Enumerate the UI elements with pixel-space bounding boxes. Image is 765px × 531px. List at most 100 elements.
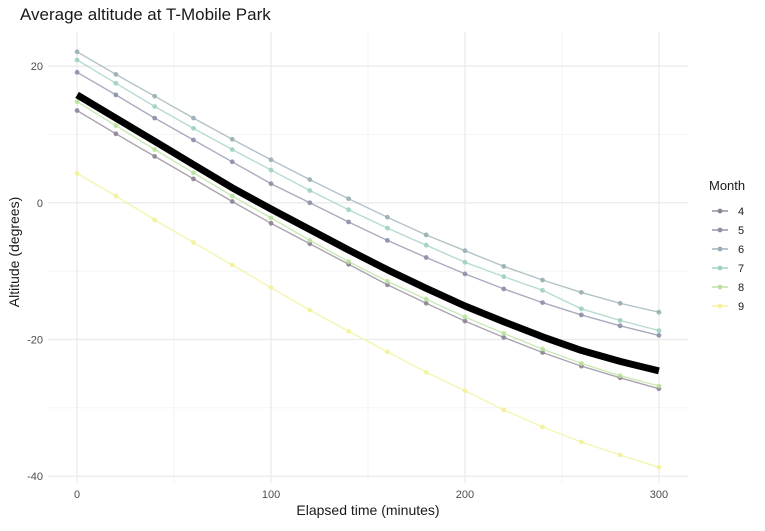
y-axis-title: Altitude (degrees) <box>6 197 22 308</box>
data-point-month-6 <box>423 232 429 238</box>
legend-label-month-8: 8 <box>738 282 744 294</box>
legend-key-point <box>717 227 723 233</box>
legend-key-point <box>717 265 723 271</box>
data-point-month-5 <box>617 323 623 329</box>
legend-label-month-7: 7 <box>738 263 744 275</box>
data-point-month-4 <box>384 282 390 288</box>
legend-key-point <box>717 284 723 290</box>
data-point-month-9 <box>540 424 545 430</box>
data-point-month-7 <box>229 147 235 152</box>
data-point-month-4 <box>540 350 545 355</box>
data-point-month-4 <box>74 108 80 113</box>
y-tick-label: 20 <box>31 61 43 73</box>
data-point-month-4 <box>152 153 158 159</box>
data-point-month-7 <box>462 259 468 265</box>
data-point-month-9 <box>578 439 584 445</box>
legend-label-month-5: 5 <box>738 225 744 237</box>
data-point-month-7 <box>656 328 662 334</box>
data-point-month-8 <box>74 99 80 105</box>
data-point-month-7 <box>346 207 352 213</box>
data-point-month-5 <box>113 92 119 98</box>
data-point-month-6 <box>152 93 158 99</box>
series-line-month-5 <box>76 71 660 337</box>
data-point-month-7 <box>578 306 584 312</box>
chart-title: Average altitude at T-Mobile Park <box>20 5 271 24</box>
data-point-month-8 <box>191 170 196 176</box>
x-tick-label: 200 <box>456 489 474 501</box>
data-point-month-8 <box>384 279 390 284</box>
data-point-month-8 <box>346 259 352 264</box>
data-point-month-9 <box>462 388 468 394</box>
data-point-month-6 <box>346 196 352 202</box>
data-point-month-6 <box>268 157 274 163</box>
data-point-month-4 <box>229 199 235 204</box>
series-lines <box>76 51 660 468</box>
tick-labels: 0 100 200 300 -40 -20 0 20 <box>27 61 668 501</box>
data-point-month-6 <box>307 177 313 183</box>
data-point-month-8 <box>152 147 158 152</box>
data-point-month-7 <box>74 57 80 63</box>
data-point-month-6 <box>74 49 80 55</box>
data-point-month-9 <box>229 262 235 268</box>
data-point-month-7 <box>423 242 429 248</box>
series-line-month-8 <box>76 101 660 387</box>
data-point-month-9 <box>74 171 80 176</box>
data-point-month-8 <box>113 123 119 129</box>
y-tick-label: 0 <box>37 198 43 210</box>
data-point-month-9 <box>617 452 623 458</box>
data-point-month-5 <box>501 286 507 292</box>
data-point-month-5 <box>423 255 429 260</box>
data-point-month-7 <box>501 274 507 280</box>
data-point-month-8 <box>268 215 274 221</box>
data-point-month-9 <box>346 328 352 334</box>
data-point-month-8 <box>423 296 429 302</box>
data-point-month-8 <box>578 361 584 366</box>
data-point-month-5 <box>268 181 274 187</box>
data-point-month-8 <box>540 346 545 352</box>
data-point-month-9 <box>384 349 390 355</box>
data-point-month-5 <box>307 200 313 206</box>
data-point-month-6 <box>191 115 196 121</box>
data-point-month-9 <box>268 285 274 290</box>
y-tick-label: -20 <box>27 335 43 347</box>
legend-label-month-4: 4 <box>738 206 744 218</box>
data-point-month-4 <box>191 176 196 182</box>
data-point-month-6 <box>113 71 119 77</box>
data-point-month-8 <box>617 373 623 379</box>
data-point-month-5 <box>384 238 390 243</box>
data-point-month-8 <box>462 314 468 320</box>
data-point-month-9 <box>113 193 119 199</box>
legend-label-month-9: 9 <box>738 301 744 313</box>
average-line-group <box>75 91 660 375</box>
data-point-month-5 <box>152 115 158 121</box>
data-point-month-6 <box>462 248 468 254</box>
data-point-month-7 <box>113 80 119 86</box>
data-point-month-6 <box>656 309 662 315</box>
data-point-month-5 <box>74 69 80 75</box>
legend-title: Month <box>709 178 745 193</box>
data-point-month-6 <box>617 300 623 306</box>
data-point-month-5 <box>656 333 662 338</box>
data-point-month-9 <box>307 307 313 313</box>
series-points <box>74 49 662 470</box>
data-point-month-4 <box>268 220 274 226</box>
data-point-month-9 <box>191 240 196 245</box>
data-point-month-7 <box>307 188 313 193</box>
data-point-month-5 <box>191 137 196 143</box>
data-point-month-6 <box>384 214 390 220</box>
data-point-month-4 <box>501 335 507 340</box>
average-line <box>75 91 660 375</box>
series-line-month-7 <box>76 59 660 332</box>
data-point-month-5 <box>578 312 584 318</box>
data-point-month-4 <box>307 241 313 247</box>
data-point-month-7 <box>540 287 545 293</box>
data-point-month-8 <box>229 193 235 199</box>
data-point-month-6 <box>540 277 545 283</box>
x-tick-label: 0 <box>74 489 80 501</box>
legend-key-point <box>717 208 723 214</box>
data-point-month-7 <box>384 225 390 231</box>
legend-label-month-6: 6 <box>738 244 744 256</box>
data-point-month-9 <box>656 464 662 470</box>
